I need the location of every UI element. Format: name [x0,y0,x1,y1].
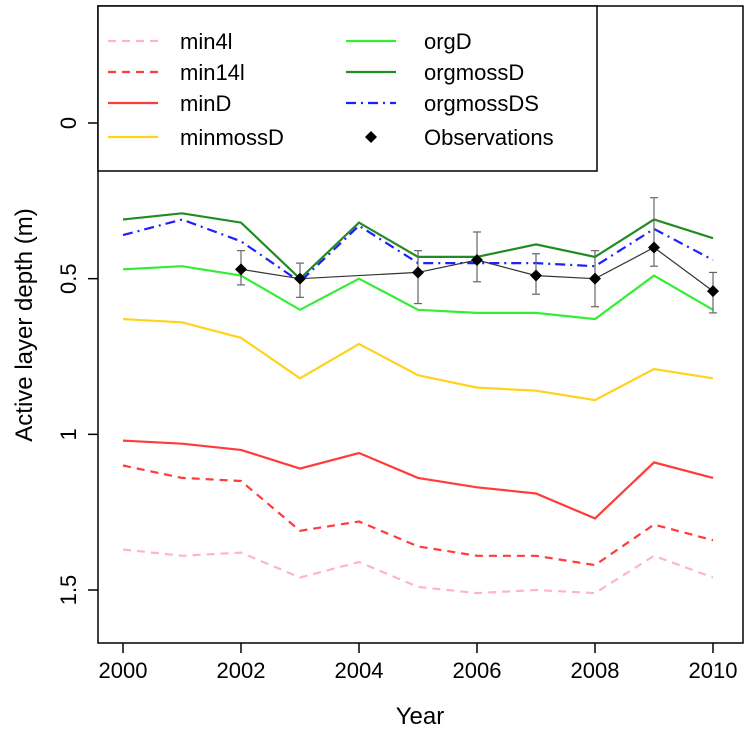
legend: min4l min14l minD minmossD orgD orgmossD orgmo… [97,5,598,172]
legend-label-mind: minD [180,91,231,116]
x-tick-label: 2006 [453,658,502,683]
x-tick-label: 2002 [217,658,266,683]
legend-swatch-observations [365,131,377,143]
legend-label-observations: Observations [424,125,554,150]
x-axis-title: Year [396,703,445,729]
observation-point [530,269,542,282]
series-line-orgd [122,265,714,321]
observation-point [412,266,424,279]
observation-point [707,285,719,298]
y-tick-label: 0.5 [56,263,81,294]
observation-point [235,263,247,276]
x-tick-label: 2010 [689,658,738,683]
observations-layer [235,197,719,314]
axes-layer: Year Active layer depth (m) 2000 2002 2004… [11,117,737,729]
y-tick-label: 1 [56,428,81,440]
x-tick-label: 2004 [335,658,384,683]
legend-label-min4l: min4l [180,29,233,54]
y-tick-label: 1.5 [56,575,81,606]
observation-point [589,272,601,285]
x-tick-label: 2008 [571,658,620,683]
legend-label-min14l: min14l [180,60,245,85]
legend-label-orgmossds: orgmossDS [424,91,539,116]
observation-point [648,241,660,254]
observation-point [294,272,306,285]
observations-line [240,246,714,292]
observation-point [471,253,483,266]
legend-label-minmossd: minmossD [180,125,284,150]
legend-label-orgmossd: orgmossD [424,60,524,85]
y-tick-label: 0 [56,117,81,129]
legend-box [97,5,598,172]
legend-label-orgd: orgD [424,29,472,54]
series-line-minmossd [122,318,714,402]
series-line-mind [122,439,714,520]
y-axis-title: Active layer depth (m) [11,208,38,441]
series-line-min14l [122,464,714,567]
series-line-min4l [122,548,714,595]
x-tick-label: 2000 [99,658,148,683]
